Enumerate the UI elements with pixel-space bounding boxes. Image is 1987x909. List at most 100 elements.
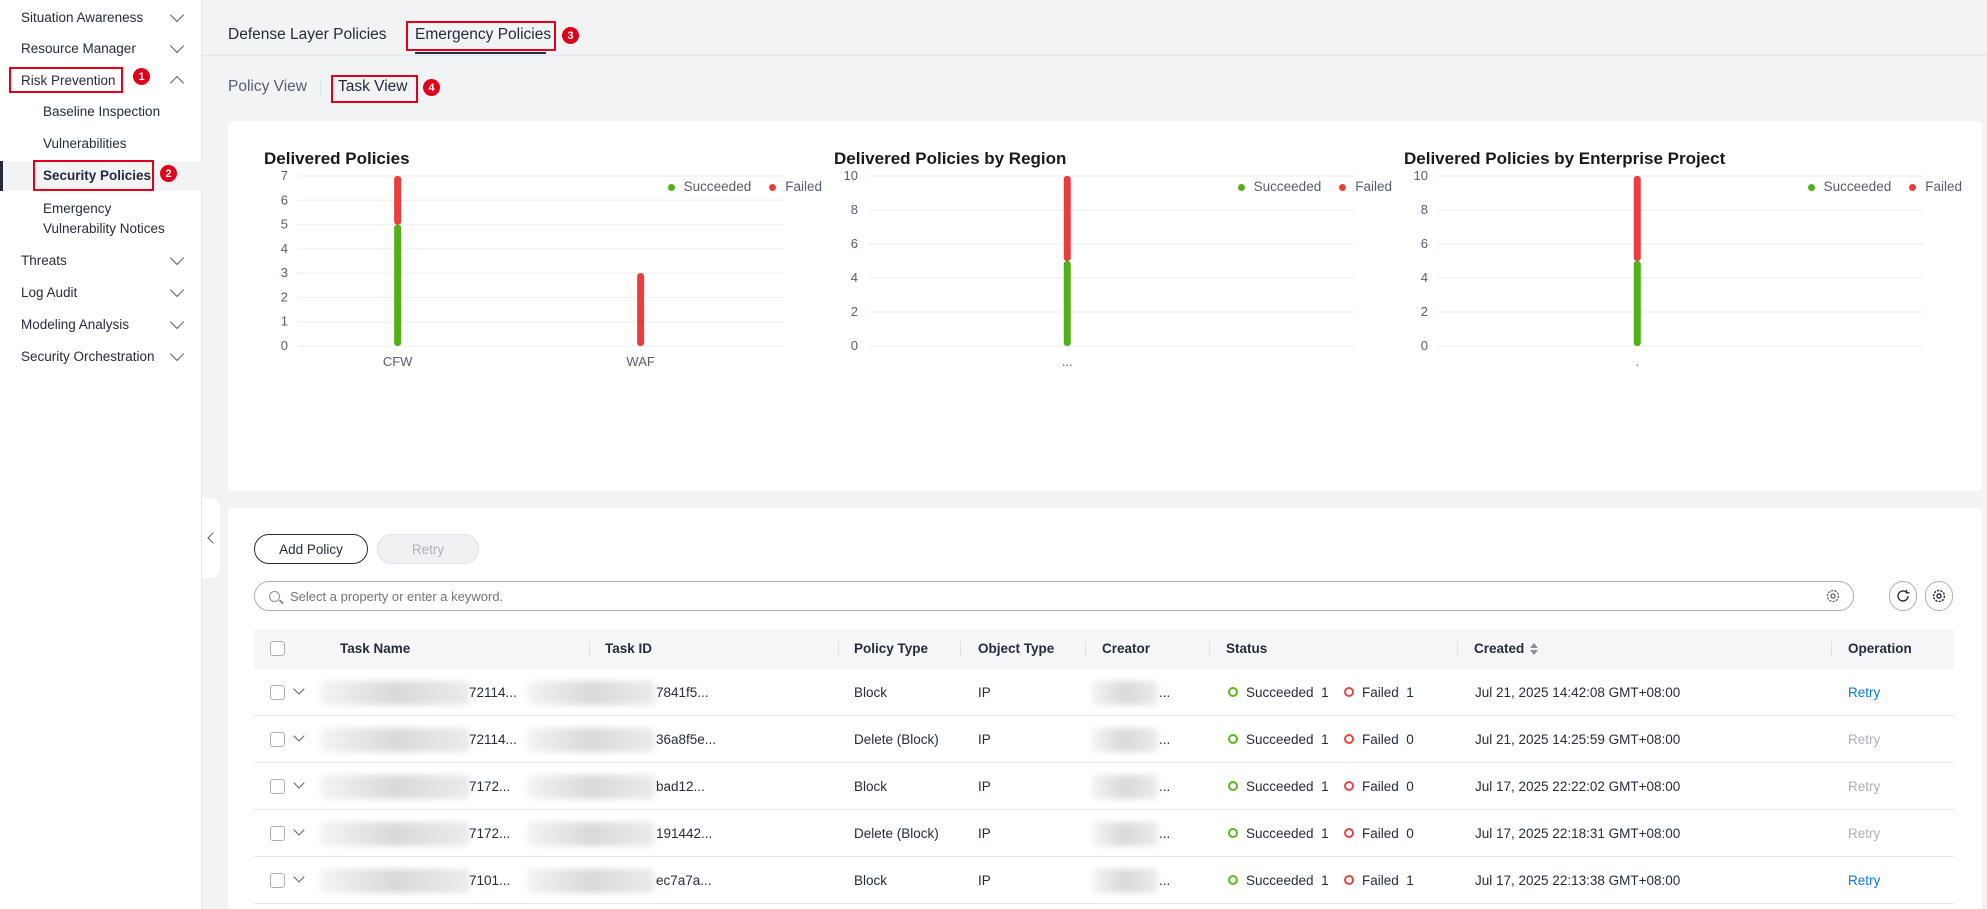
sidebar-item-modeling-analysis[interactable]: Modeling Analysis [0,309,202,339]
column-header-status[interactable]: Status [1226,641,1268,656]
status-label: Failed [1362,685,1399,700]
row-expand-chevron-icon[interactable] [293,777,305,789]
table-header: Task Name Task ID Policy Type Object Typ… [254,629,1954,669]
status-count: 1 [1321,779,1329,794]
cell-status-succeeded: Succeeded 1 [1228,857,1329,904]
chevron-left-icon [206,532,219,544]
status-count: 0 [1406,732,1414,747]
table-row[interactable]: 7172... 191442... Delete (Block) IP... Succe… [254,810,1954,857]
table-row[interactable]: 72114... 7841f5... Block IP... Succeeded 1 Fa… [254,669,1954,716]
row-checkbox[interactable] [270,779,285,794]
legend-failed[interactable]: Failed [1909,179,1962,194]
callout-box-task-view [331,75,418,103]
column-header-object-type[interactable]: Object Type [978,641,1055,656]
retry-link[interactable]: Retry [1848,873,1881,888]
succeeded-status-icon [1228,781,1238,792]
table-row[interactable]: 72114... 36a8f5e... Delete (Block) IP... Suc… [254,716,1954,763]
column-divider [1209,641,1210,657]
y-tick-label: 7 [281,168,288,183]
sidebar-subitem-label: Emergency [43,201,112,216]
table-row[interactable]: 7172... bad12... Block IP... Succeeded 1 Fail… [254,763,1954,810]
select-all-checkbox[interactable] [270,641,285,656]
legend-succeeded[interactable]: Succeeded [667,179,751,194]
sidebar-item-situation-awareness[interactable]: Situation Awareness [0,2,202,32]
cell-policy-type: Block [854,685,888,700]
status-count: 1 [1406,873,1414,888]
sidebar-item-security-orchestration[interactable]: Security Orchestration [0,341,202,371]
sidebar-item-log-audit[interactable]: Log Audit [0,277,202,307]
cell-created: Jul 21, 2025 14:25:59 GMT+08:00 [1475,732,1681,747]
status-label: Succeeded [1246,732,1314,747]
chevron-down-icon [169,346,185,361]
legend-failed[interactable]: Failed [1339,179,1392,194]
sidebar-subitem-baseline-inspection[interactable]: Baseline Inspection [0,104,202,122]
tab-policy-view[interactable]: Policy View [228,78,307,95]
legend-dot [667,183,675,191]
legend-succeeded[interactable]: Succeeded [1237,179,1321,194]
tab-defense-layer-policies[interactable]: Defense Layer Policies [228,26,387,43]
cell-task-id: 36a8f5e... [656,732,717,747]
refresh-button[interactable] [1889,581,1917,611]
cell-creator: ... [1159,779,1171,794]
table-row[interactable]: 7101... ec7a7a... Block IP... Succeeded 1 Fai… [254,857,1954,904]
y-tick-label: 0 [1421,338,1428,353]
row-checkbox[interactable] [270,732,285,747]
redacted-task-name [320,728,470,752]
row-checkbox[interactable] [270,873,285,888]
redacted-task-name [320,869,470,893]
retry-link[interactable]: Retry [1848,779,1881,794]
row-expand-chevron-icon[interactable] [293,871,305,883]
redacted-task-id [527,869,655,893]
search-settings-icon[interactable] [1825,588,1841,604]
sidebar-item-risk-prevention[interactable]: Risk Prevention [0,65,202,95]
legend-dot [1237,183,1245,191]
sidebar-subitem-emergency-vulnerability-notices[interactable]: Emergency Vulnerability Notices [0,199,202,239]
column-header-task-id[interactable]: Task ID [605,641,653,656]
x-tick-label: CFW [383,354,413,369]
row-checkbox[interactable] [270,685,285,700]
sidebar-collapse-toggle[interactable] [202,498,220,578]
sidebar-subitem-label: Baseline Inspection [43,104,161,119]
status-label: Failed [1362,826,1399,841]
legend-label: Failed [1925,179,1962,194]
retry-link[interactable]: Retry [1848,685,1881,700]
callout-badge: 1 [133,68,150,85]
retry-link[interactable]: Retry [1848,826,1881,841]
row-expand-chevron-icon[interactable] [293,730,305,742]
sidebar-item-label: Threats [21,252,67,268]
legend-failed[interactable]: Failed [769,179,822,194]
row-expand-chevron-icon[interactable] [293,824,305,836]
column-header-creator[interactable]: Creator [1102,641,1151,656]
sidebar-item-threats[interactable]: Threats [0,245,202,275]
chart-svg: 0 2 4 6 8 10. [1414,168,1924,369]
tab-emergency-policies[interactable]: Emergency Policies [415,26,552,43]
table-settings-button[interactable] [1925,581,1953,611]
y-tick-label: 4 [851,270,858,285]
sort-icon[interactable] [1530,642,1539,656]
cell-status-failed: Failed 0 [1344,716,1414,763]
sidebar-subitem-label: Vulnerabilities [43,136,127,151]
succeeded-status-icon [1228,875,1238,886]
cell-policy-type: Delete (Block) [854,826,939,841]
search-input[interactable] [290,588,1690,604]
column-divider [838,641,839,657]
sidebar-subitem-vulnerabilities[interactable]: Vulnerabilities [0,136,202,154]
bar-succeeded [1633,261,1641,346]
sidebar-item-resource-manager[interactable]: Resource Manager [0,33,202,63]
y-tick-label: 8 [1421,202,1428,217]
tab-task-view[interactable]: Task View [338,78,408,95]
cell-status-succeeded: Succeeded 1 [1228,716,1329,763]
legend-succeeded[interactable]: Succeeded [1807,179,1891,194]
callout-box-risk-prevention [9,67,123,93]
add-policy-button[interactable]: Add Policy [254,534,368,564]
retry-button[interactable]: Retry [377,534,479,564]
succeeded-status-icon [1228,828,1238,839]
column-header-task-name[interactable]: Task Name [340,641,411,656]
retry-link[interactable]: Retry [1848,732,1881,747]
column-header-policy-type[interactable]: Policy Type [854,641,929,656]
cell-status-succeeded: Succeeded 1 [1228,669,1329,716]
column-header-created[interactable]: Created [1474,629,1539,669]
failed-status-icon [1344,828,1354,839]
row-expand-chevron-icon[interactable] [293,683,305,695]
row-checkbox[interactable] [270,826,285,841]
